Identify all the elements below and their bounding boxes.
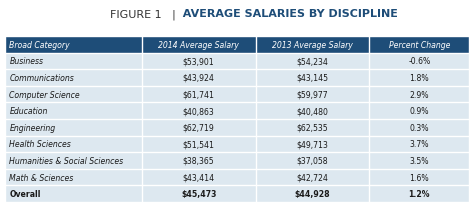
Bar bbox=[5, 86, 142, 103]
Text: $62,535: $62,535 bbox=[297, 123, 328, 132]
Bar bbox=[255, 152, 369, 169]
Text: $37,058: $37,058 bbox=[297, 156, 328, 165]
Bar bbox=[142, 86, 255, 103]
Bar bbox=[369, 70, 469, 86]
Bar bbox=[5, 37, 142, 53]
Text: $43,145: $43,145 bbox=[296, 74, 328, 82]
Text: Broad Category: Broad Category bbox=[9, 41, 70, 49]
Text: 3.7%: 3.7% bbox=[410, 140, 429, 149]
Bar bbox=[5, 185, 142, 202]
Bar bbox=[369, 152, 469, 169]
Text: Communications: Communications bbox=[9, 74, 74, 82]
Text: $38,365: $38,365 bbox=[183, 156, 215, 165]
Text: Computer Science: Computer Science bbox=[9, 90, 80, 99]
Bar bbox=[255, 169, 369, 185]
Text: 1.6%: 1.6% bbox=[410, 173, 429, 182]
Bar bbox=[255, 136, 369, 152]
Bar bbox=[142, 152, 255, 169]
Bar bbox=[142, 185, 255, 202]
Text: $61,741: $61,741 bbox=[182, 90, 215, 99]
Text: $40,480: $40,480 bbox=[297, 107, 328, 115]
Bar bbox=[255, 53, 369, 70]
Bar bbox=[142, 169, 255, 185]
Bar bbox=[255, 185, 369, 202]
Text: 2013 Average Salary: 2013 Average Salary bbox=[272, 41, 353, 49]
Bar bbox=[369, 185, 469, 202]
Text: Education: Education bbox=[9, 107, 48, 115]
Bar bbox=[369, 136, 469, 152]
Text: AVERAGE SALARIES BY DISCIPLINE: AVERAGE SALARIES BY DISCIPLINE bbox=[175, 9, 398, 19]
Bar bbox=[255, 119, 369, 136]
Text: Math & Sciences: Math & Sciences bbox=[9, 173, 74, 182]
Bar bbox=[142, 53, 255, 70]
Text: 0.9%: 0.9% bbox=[410, 107, 429, 115]
Bar bbox=[369, 37, 469, 53]
Text: Health Sciences: Health Sciences bbox=[9, 140, 71, 149]
Text: Engineering: Engineering bbox=[9, 123, 55, 132]
Text: $54,234: $54,234 bbox=[297, 57, 328, 66]
Bar bbox=[5, 152, 142, 169]
Bar bbox=[5, 119, 142, 136]
Bar bbox=[369, 86, 469, 103]
Text: 2.9%: 2.9% bbox=[410, 90, 429, 99]
Bar bbox=[142, 119, 255, 136]
Text: 0.3%: 0.3% bbox=[410, 123, 429, 132]
Bar bbox=[5, 53, 142, 70]
Text: FIGURE 1   |: FIGURE 1 | bbox=[109, 9, 175, 20]
Text: 1.8%: 1.8% bbox=[410, 74, 429, 82]
Bar bbox=[5, 103, 142, 119]
Bar bbox=[5, 70, 142, 86]
Bar bbox=[5, 169, 142, 185]
Bar bbox=[369, 119, 469, 136]
Text: Overall: Overall bbox=[9, 189, 41, 198]
Bar bbox=[142, 103, 255, 119]
Bar bbox=[369, 103, 469, 119]
Bar bbox=[142, 136, 255, 152]
Text: $40,863: $40,863 bbox=[183, 107, 215, 115]
Text: $49,713: $49,713 bbox=[297, 140, 328, 149]
Text: $59,977: $59,977 bbox=[297, 90, 328, 99]
Bar bbox=[369, 53, 469, 70]
Bar bbox=[142, 37, 255, 53]
Bar bbox=[255, 70, 369, 86]
Bar bbox=[255, 37, 369, 53]
Text: $45,473: $45,473 bbox=[181, 189, 216, 198]
Text: $43,414: $43,414 bbox=[182, 173, 215, 182]
Text: Business: Business bbox=[9, 57, 44, 66]
Bar bbox=[255, 103, 369, 119]
Text: $44,928: $44,928 bbox=[295, 189, 330, 198]
Text: Percent Change: Percent Change bbox=[389, 41, 450, 49]
Bar bbox=[369, 169, 469, 185]
Text: $53,901: $53,901 bbox=[183, 57, 215, 66]
Text: 2014 Average Salary: 2014 Average Salary bbox=[158, 41, 239, 49]
Text: $62,719: $62,719 bbox=[183, 123, 215, 132]
Text: $42,724: $42,724 bbox=[297, 173, 328, 182]
Text: Humanities & Social Sciences: Humanities & Social Sciences bbox=[9, 156, 124, 165]
Bar bbox=[5, 136, 142, 152]
Bar bbox=[142, 70, 255, 86]
Text: $43,924: $43,924 bbox=[183, 74, 215, 82]
Text: -0.6%: -0.6% bbox=[408, 57, 430, 66]
Text: 3.5%: 3.5% bbox=[410, 156, 429, 165]
Text: 1.2%: 1.2% bbox=[409, 189, 430, 198]
Bar bbox=[255, 86, 369, 103]
Text: $51,541: $51,541 bbox=[182, 140, 215, 149]
